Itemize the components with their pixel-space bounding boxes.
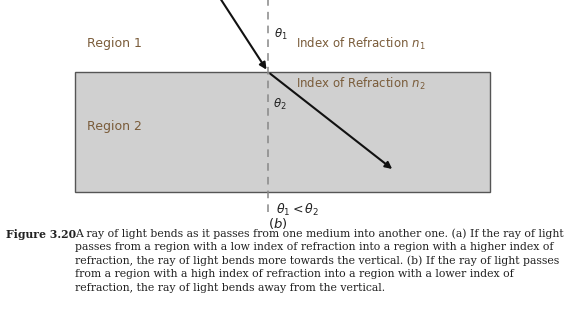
Text: A ray of light bends as it passes from one medium into another one. (a) If the r: A ray of light bends as it passes from o… [75,229,564,239]
Text: Figure 3.20: Figure 3.20 [6,229,76,240]
Text: from a region with a high index of refraction into a region with a lower index o: from a region with a high index of refra… [75,269,514,280]
Text: refraction, the ray of light bends more towards the vertical. (b) If the ray of : refraction, the ray of light bends more … [75,256,559,267]
Bar [75,72,490,192]
Text: passes from a region with a low index of refraction into a region with a higher : passes from a region with a low index of… [75,243,554,252]
Text: refraction, the ray of light bends away from the vertical.: refraction, the ray of light bends away … [75,283,385,293]
Text: $(b)$: $(b)$ [268,217,288,231]
Text: Region 1: Region 1 [87,37,142,50]
Text: Index of Refraction $n_1$: Index of Refraction $n_1$ [296,36,426,52]
Text: Region 2: Region 2 [87,120,142,133]
Text: $\theta_2$: $\theta_2$ [273,96,286,112]
Text: $\theta_1$: $\theta_1$ [274,26,288,42]
Text: Index of Refraction $n_2$: Index of Refraction $n_2$ [296,76,426,92]
Text: $\theta_1 < \theta_2$: $\theta_1 < \theta_2$ [276,202,320,218]
